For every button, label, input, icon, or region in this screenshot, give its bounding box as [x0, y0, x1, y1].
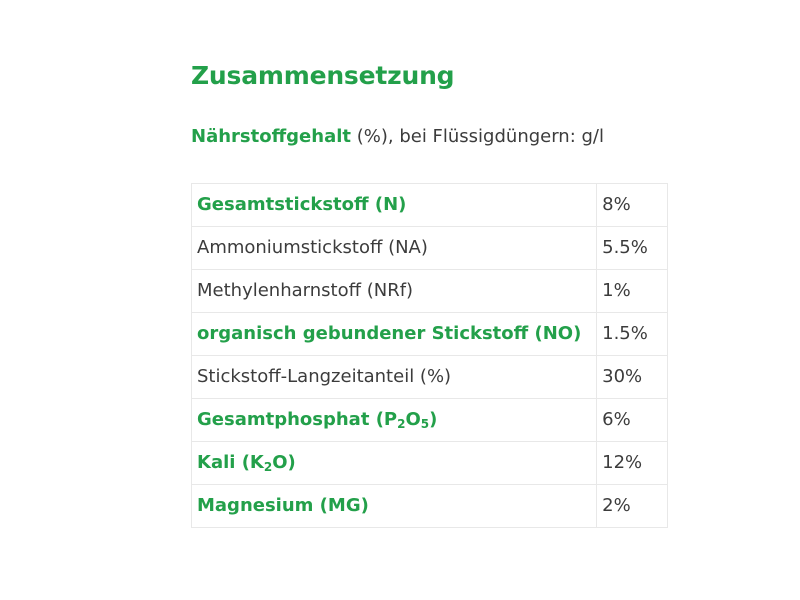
nutrient-name: Methylenharnstoff (NRf)	[190, 269, 598, 313]
nutrient-value: 12%	[596, 441, 668, 485]
nutrient-intro: Nährstoffgehalt (%), bei Flüssigdüngern:…	[191, 124, 671, 150]
nutrient-value: 30%	[596, 355, 668, 399]
nutrient-name: Stickstoff-Langzeitanteil (%)	[190, 355, 598, 399]
nutrient-table: Gesamtstickstoff (N) 8% Ammoniumsticksto…	[190, 183, 668, 528]
nutrient-name: Gesamtstickstoff (N)	[190, 183, 598, 227]
nutrient-value: 1.5%	[596, 312, 668, 356]
nutrient-intro-unit-note: (%), bei Flüssigdüngern: g/l	[351, 126, 604, 147]
nutrient-name: Kali (K2O)	[190, 441, 598, 485]
nutrient-name: Ammoniumstickstoff (NA)	[190, 226, 598, 270]
nutrient-name: Magnesium (MG)	[190, 484, 598, 528]
table-row: Methylenharnstoff (NRf) 1%	[190, 269, 668, 313]
nutrient-value: 6%	[596, 398, 668, 442]
nutrient-intro-label: Nährstoffgehalt	[191, 126, 351, 147]
nutrient-value: 2%	[596, 484, 668, 528]
nutrient-name: Gesamtphosphat (P2O5)	[190, 398, 598, 442]
nutrient-value: 5.5%	[596, 226, 668, 270]
table-row: Kali (K2O) 12%	[190, 441, 668, 485]
table-row: Magnesium (MG) 2%	[190, 484, 668, 528]
nutrient-value: 8%	[596, 183, 668, 227]
section-title: Zusammensetzung	[191, 61, 455, 90]
table-row: organisch gebundener Stickstoff (NO) 1.5…	[190, 312, 668, 356]
composition-section: Zusammensetzung Nährstoffgehalt (%), bei…	[190, 58, 671, 528]
table-row: Stickstoff-Langzeitanteil (%) 30%	[190, 355, 668, 399]
table-row: Gesamtphosphat (P2O5) 6%	[190, 398, 668, 442]
table-row: Ammoniumstickstoff (NA) 5.5%	[190, 226, 668, 270]
table-row: Gesamtstickstoff (N) 8%	[190, 183, 668, 227]
nutrient-name: organisch gebundener Stickstoff (NO)	[190, 312, 598, 356]
nutrient-value: 1%	[596, 269, 668, 313]
